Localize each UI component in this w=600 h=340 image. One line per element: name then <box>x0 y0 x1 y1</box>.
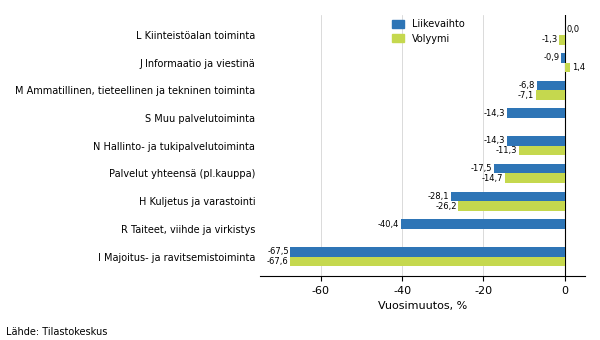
Text: -40,4: -40,4 <box>377 220 399 228</box>
Bar <box>506 108 565 118</box>
Bar <box>494 164 565 173</box>
Bar <box>290 257 565 267</box>
Text: -0,9: -0,9 <box>543 53 559 62</box>
Text: -14,3: -14,3 <box>484 136 505 146</box>
Bar <box>565 63 571 72</box>
Bar <box>290 247 565 257</box>
Text: -67,6: -67,6 <box>266 257 289 266</box>
X-axis label: Vuosimuutos, %: Vuosimuutos, % <box>378 301 467 311</box>
Text: -11,3: -11,3 <box>496 146 517 155</box>
Bar <box>559 35 565 45</box>
Bar <box>506 136 565 146</box>
Text: -7,1: -7,1 <box>518 91 534 100</box>
Bar <box>505 173 565 183</box>
Bar <box>458 201 565 211</box>
Bar <box>519 146 565 155</box>
Text: -28,1: -28,1 <box>427 192 449 201</box>
Legend: Liikevaihto, Volyymi: Liikevaihto, Volyymi <box>388 15 469 48</box>
Text: 1,4: 1,4 <box>572 63 585 72</box>
Text: -1,3: -1,3 <box>542 35 558 44</box>
Text: -26,2: -26,2 <box>435 202 457 210</box>
Text: -14,3: -14,3 <box>484 109 505 118</box>
Bar <box>401 219 565 229</box>
Text: -67,5: -67,5 <box>267 248 289 256</box>
Bar <box>451 191 565 201</box>
Text: -17,5: -17,5 <box>470 164 492 173</box>
Text: 0,0: 0,0 <box>566 26 580 34</box>
Text: -14,7: -14,7 <box>482 174 503 183</box>
Bar <box>537 81 565 90</box>
Bar <box>536 90 565 100</box>
Text: Lähde: Tilastokeskus: Lähde: Tilastokeskus <box>6 327 107 337</box>
Text: -6,8: -6,8 <box>519 81 535 90</box>
Bar <box>561 53 565 63</box>
